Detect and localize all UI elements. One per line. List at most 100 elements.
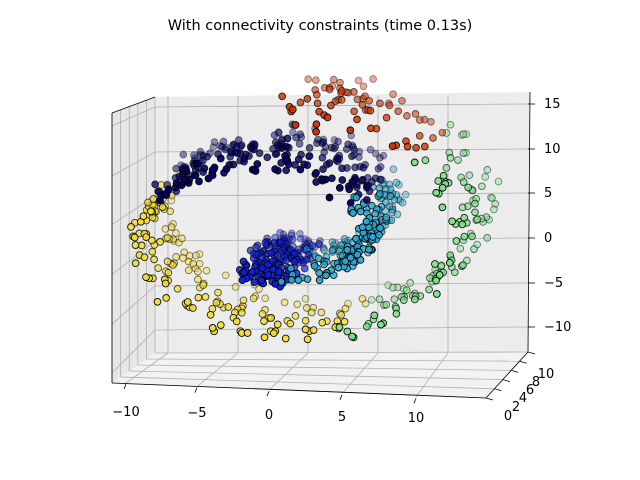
scatter-point: [434, 177, 443, 185]
scatter-point: [340, 235, 349, 243]
scatter-point: [379, 151, 388, 160]
x-tick-mark: [266, 391, 270, 397]
scatter-point: [301, 235, 309, 244]
scatter-point: [470, 245, 478, 253]
scatter-point: [337, 96, 346, 104]
scatter-point: [194, 293, 203, 302]
scatter-point: [301, 316, 310, 325]
scatter-point: [172, 229, 180, 237]
scatter-point: [253, 160, 262, 168]
scatter-point: [201, 293, 210, 301]
scatter-point: [362, 196, 371, 204]
scatter-point: [345, 185, 354, 194]
scatter-point: [216, 154, 225, 163]
scatter-point: [131, 241, 140, 249]
scatter-point: [195, 177, 203, 186]
scatter-point: [181, 175, 189, 184]
scatter-point: [212, 298, 221, 307]
scatter-point: [393, 283, 402, 292]
scatter-point: [320, 246, 328, 254]
scatter-point: [291, 312, 300, 320]
scatter-point: [200, 164, 209, 173]
z-tick-label: 10: [544, 142, 561, 157]
scatter-point: [287, 231, 296, 240]
scatter-point: [147, 207, 155, 216]
y-tick-label: 6: [526, 383, 534, 398]
y-tick-mark: [502, 379, 510, 382]
scatter-point: [260, 333, 269, 342]
scatter-point: [329, 75, 338, 84]
scatter-point: [412, 143, 420, 152]
scatter-point: [349, 88, 358, 96]
tick-marks: [123, 103, 536, 404]
scatter-point: [390, 295, 399, 304]
scatter-point: [194, 159, 202, 168]
scatter-point: [322, 271, 330, 280]
scatter-point: [316, 236, 324, 245]
scatter-points: [127, 75, 503, 344]
scatter-point: [312, 168, 320, 177]
scatter-point: [392, 309, 401, 318]
scatter-point: [362, 322, 371, 331]
scatter-point: [260, 317, 268, 325]
y-tick-label: 4: [519, 391, 527, 406]
scatter-point: [459, 130, 468, 138]
x-tick-mark: [194, 387, 198, 393]
scatter-point: [432, 290, 441, 298]
scatter-point: [279, 230, 288, 239]
scatter-point: [375, 231, 383, 239]
scatter-point: [194, 275, 202, 284]
scatter-point: [366, 145, 375, 154]
scatter-point: [431, 260, 439, 268]
scatter-point: [162, 294, 171, 302]
scatter-point: [302, 304, 311, 312]
chart-title: With connectivity constraints (time 0.13…: [168, 18, 473, 34]
scatter-point: [263, 153, 272, 162]
scatter-point: [344, 140, 352, 149]
scatter-point: [302, 255, 311, 264]
scatter-point: [261, 239, 270, 247]
z-tick-labels: −10 −5 0 5 10 15: [544, 97, 571, 335]
scatter-point: [494, 177, 503, 186]
x-axis-line: [111, 382, 487, 399]
scatter-point: [142, 233, 151, 241]
scatter-point: [261, 294, 270, 303]
scatter-point: [353, 250, 362, 259]
scatter-point: [410, 295, 419, 304]
x-tick-label: −10: [112, 405, 139, 420]
z-grid-line: [154, 282, 529, 287]
scatter-point: [315, 276, 324, 285]
scatter-point: [247, 144, 256, 152]
scatter-point: [203, 152, 211, 161]
scatter-point: [458, 220, 467, 229]
scatter-point: [184, 266, 193, 275]
scatter-point: [183, 298, 192, 306]
scatter-point: [164, 268, 173, 277]
scatter-point: [304, 237, 313, 245]
scatter-point: [386, 192, 395, 201]
scatter-point: [468, 232, 476, 241]
scatter-point: [278, 92, 287, 101]
scatter-point: [308, 241, 317, 250]
scatter-point: [427, 117, 435, 126]
scatter-point: [169, 261, 177, 269]
scatter-point: [401, 190, 410, 199]
z-tick-label: −5: [544, 276, 563, 291]
scatter-point: [208, 166, 217, 174]
scatter-point: [346, 253, 355, 262]
scatter-point: [437, 262, 446, 270]
z-grid-line-left: [111, 240, 156, 275]
scatter-point: [271, 150, 280, 159]
scatter-point: [439, 171, 448, 180]
scatter-point: [371, 149, 380, 158]
scatter-point: [456, 244, 465, 253]
scatter-point: [483, 234, 492, 242]
y-axis-line: [485, 351, 529, 399]
scatter-point: [471, 199, 479, 208]
y-tick-label: 8: [532, 375, 540, 390]
scatter-point: [292, 133, 300, 142]
scatter-point: [182, 164, 190, 173]
scatter-point: [341, 257, 350, 266]
scatter-point: [307, 308, 316, 317]
scatter-point: [438, 203, 447, 212]
